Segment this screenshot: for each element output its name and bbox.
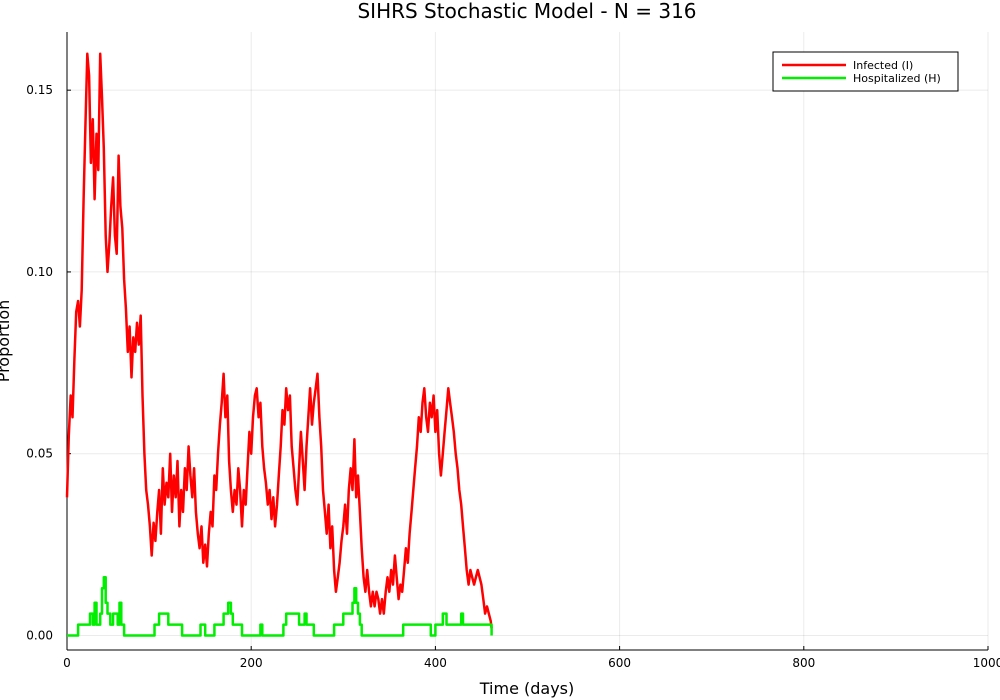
- x-tick-label: 600: [608, 656, 631, 670]
- y-tick-label: 0.15: [26, 83, 53, 97]
- series-line-infected: [65, 52, 493, 629]
- x-tick-label: 800: [792, 656, 815, 670]
- x-tick-label: 400: [424, 656, 447, 670]
- axes: [66, 32, 988, 651]
- chart-title: SIHRS Stochastic Model - N = 316: [357, 0, 696, 23]
- legend: Infected (I) Hospitalized (H): [772, 51, 959, 92]
- y-tick-label: 0.00: [26, 628, 53, 642]
- tick-labels: 0 200 400 600 800 1000 0.00 0.05 0.10 0.15: [26, 83, 1000, 670]
- x-tick-label: 200: [240, 656, 263, 670]
- series-lines: [65, 52, 493, 637]
- y-axis-title: Proportion: [0, 300, 13, 383]
- x-axis-title: Time (days): [479, 679, 575, 698]
- y-tick-label: 0.10: [26, 265, 53, 279]
- legend-label-infected: Infected (I): [853, 59, 913, 72]
- legend-box: [772, 51, 959, 92]
- series-line-hospitalized: [67, 576, 493, 637]
- y-tick-label: 0.05: [26, 447, 53, 461]
- x-tick-label: 1000: [973, 656, 1000, 670]
- x-tick-label: 0: [63, 656, 71, 670]
- legend-label-hospitalized: Hospitalized (H): [853, 72, 941, 85]
